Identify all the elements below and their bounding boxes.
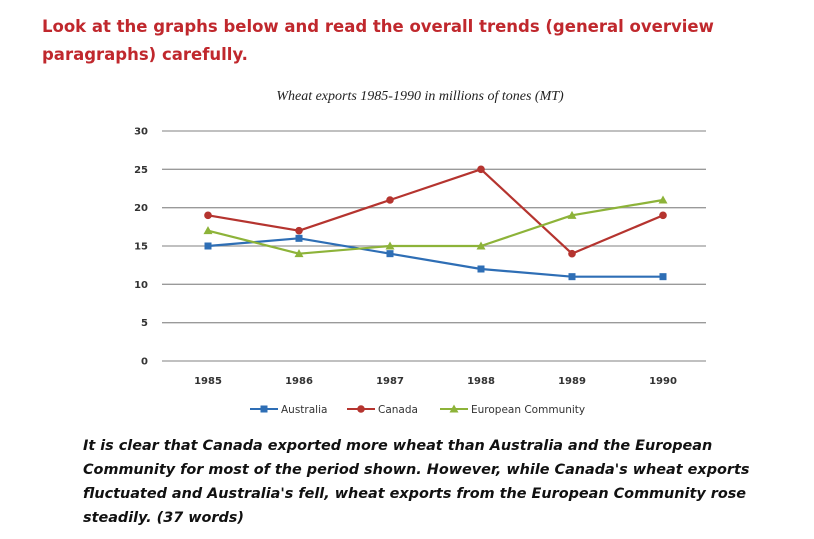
data-point-canada-1986 [295,226,303,235]
x-tick-label-1985: 1985 [194,376,222,387]
x-tick-label-1988: 1988 [467,376,495,387]
data-point-european-community-1988 [476,241,486,250]
series-australia [204,234,667,281]
wheat-exports-chart: Wheat exports 1985-1990 in millions of t… [0,78,814,430]
series-canada [204,165,667,258]
y-tick-label-20: 20 [134,203,148,214]
instruction-heading: Look at the graphs below and read the ov… [42,17,714,64]
chart-svg: Wheat exports 1985-1990 in millions of t… [134,89,706,416]
data-point-canada-1989 [568,249,576,258]
legend-item-canada: Canada [347,404,418,416]
legend-label-european-community: European Community [471,404,585,416]
y-tick-label-25: 25 [134,165,148,176]
data-point-european-community-1987 [385,241,395,250]
data-point-european-community-1990 [658,195,668,204]
series-line-european-community [207,198,664,255]
legend-item-european-community: European Community [440,404,585,416]
x-tick-label-1990: 1990 [649,376,677,387]
legend-label-australia: Australia [281,404,327,416]
legend: Australia Canada European Community [250,404,585,416]
data-point-australia-1989 [568,273,576,281]
legend-label-canada: Canada [378,404,418,416]
data-point-european-community-1989 [567,210,577,219]
chart-title: Wheat exports 1985-1990 in millions of t… [276,89,564,104]
data-point-canada-1985 [204,211,212,220]
x-tick-label-1989: 1989 [558,376,586,387]
y-tick-label-10: 10 [134,280,148,291]
x-tick-label-1986: 1986 [285,376,313,387]
data-point-australia-1986 [295,234,303,242]
y-axis-ticks: 0 5 10 15 20 25 30 [134,127,148,368]
data-point-canada-1987 [386,196,394,204]
y-tick-label-30: 30 [134,127,148,138]
series-line-canada [207,168,664,255]
legend-marker-european-community [449,404,459,413]
x-tick-label-1987: 1987 [376,376,404,387]
y-tick-label-5: 5 [141,318,148,329]
data-point-australia-1985 [204,242,212,250]
series-layer [203,165,668,281]
data-point-canada-1988 [477,165,485,174]
x-axis-ticks: 1985 1986 1987 1988 1989 1990 [194,376,677,387]
y-tick-label-0: 0 [141,357,148,368]
overview-paragraph: It is clear that Canada exported more wh… [83,438,750,526]
legend-marker-canada [357,405,365,413]
data-point-australia-1988 [477,265,485,273]
data-point-australia-1987 [386,250,394,258]
data-point-canada-1990 [659,211,667,220]
series-european-community [203,195,668,258]
data-point-european-community-1985 [203,226,213,235]
data-point-european-community-1986 [294,249,304,258]
data-point-australia-1990 [659,273,667,281]
y-tick-label-15: 15 [134,242,148,253]
legend-item-australia: Australia [250,404,327,416]
series-line-australia [207,237,663,278]
grid-layer [162,130,706,362]
legend-marker-australia [260,405,268,413]
